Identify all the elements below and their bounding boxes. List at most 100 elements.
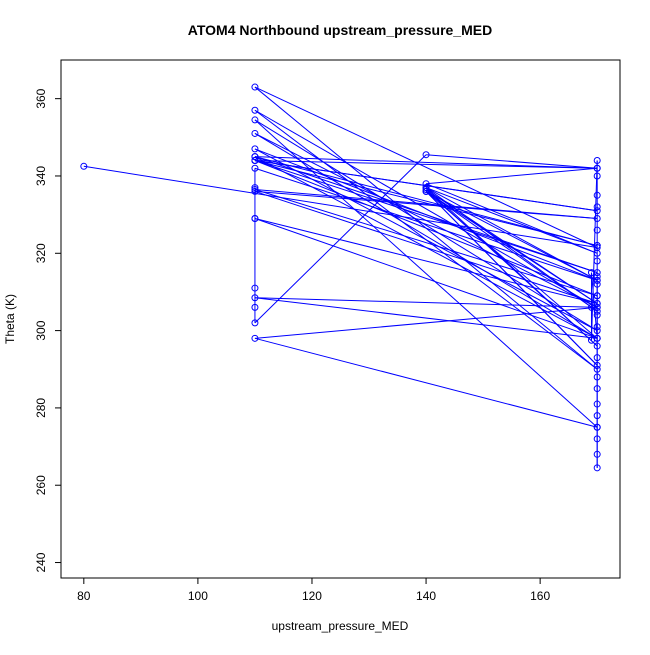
series-points — [80, 83, 601, 472]
series-segment — [254, 297, 598, 308]
x-tick-label: 80 — [77, 589, 91, 603]
data-point — [593, 435, 601, 443]
data-point — [251, 184, 259, 192]
data-point — [593, 300, 601, 308]
data-point — [593, 242, 601, 250]
series-segment — [425, 191, 598, 339]
series-segment — [254, 148, 598, 281]
data-point — [593, 385, 601, 393]
y-axis: 240 260 280 300 320 340 360 — [34, 88, 61, 573]
data-point — [593, 373, 601, 381]
data-point — [251, 214, 259, 222]
data-point — [593, 342, 601, 350]
data-point — [587, 303, 595, 311]
data-point — [593, 257, 601, 265]
series-segment — [425, 190, 598, 281]
y-tick-label: 360 — [34, 88, 48, 108]
series-segment — [426, 167, 598, 185]
y-tick-label: 260 — [34, 475, 48, 495]
data-point — [593, 400, 601, 408]
series-segment — [254, 119, 598, 332]
data-point — [251, 186, 259, 193]
data-point — [593, 311, 601, 319]
data-point — [593, 280, 601, 288]
y-axis-label: Theta (K) — [3, 294, 17, 344]
series-segment — [254, 156, 598, 169]
data-point — [251, 187, 259, 195]
data-point — [593, 272, 601, 280]
data-point — [593, 354, 601, 362]
data-point — [251, 129, 259, 137]
data-point — [593, 172, 601, 180]
data-point — [593, 365, 601, 373]
data-point — [422, 151, 430, 159]
data-point — [593, 207, 601, 215]
series-segment — [254, 133, 598, 308]
data-point — [593, 214, 601, 222]
x-tick-label: 160 — [530, 589, 550, 603]
data-point — [593, 412, 601, 420]
data-point — [593, 323, 601, 331]
series-segment — [254, 297, 598, 339]
data-point — [593, 361, 601, 369]
data-point — [251, 303, 259, 311]
x-axis-label: upstream_pressure_MED — [272, 619, 409, 633]
series-segment — [254, 160, 598, 274]
data-point — [593, 423, 601, 431]
data-point — [593, 292, 601, 300]
data-point — [593, 450, 601, 458]
data-point — [251, 153, 259, 161]
data-point — [587, 269, 595, 277]
data-point — [251, 145, 259, 153]
series-segment — [254, 189, 598, 297]
y-tick-label: 240 — [34, 552, 48, 572]
data-point — [593, 307, 601, 315]
series-segment — [254, 148, 598, 332]
y-tick-label: 280 — [34, 398, 48, 418]
x-tick-label: 100 — [188, 589, 208, 603]
series-segment — [254, 167, 598, 281]
series-segment — [254, 160, 598, 297]
data-point — [593, 226, 601, 234]
series-segment — [254, 109, 598, 308]
series-segment — [254, 86, 598, 248]
series-segment — [426, 154, 598, 169]
data-point — [251, 157, 259, 165]
series-segment — [425, 187, 598, 254]
data-point — [593, 249, 601, 257]
series-segment — [254, 337, 598, 428]
x-axis: 80 100 120 140 160 — [77, 578, 550, 603]
series-segment — [425, 187, 598, 281]
chart-title: ATOM4 Northbound upstream_pressure_MED — [188, 22, 492, 38]
series-lines — [83, 86, 598, 468]
series-segment — [254, 306, 598, 339]
x-tick-label: 140 — [416, 589, 436, 603]
series-segment — [425, 191, 598, 312]
data-point — [422, 186, 430, 193]
y-tick-label: 300 — [34, 320, 48, 340]
data-point — [251, 116, 259, 124]
data-point — [251, 284, 259, 292]
plot-frame — [60, 59, 621, 579]
x-tick-label: 120 — [302, 589, 322, 603]
data-point — [251, 334, 259, 342]
data-point — [422, 187, 430, 195]
data-point — [251, 319, 259, 327]
data-point — [587, 336, 595, 344]
data-point — [593, 203, 601, 211]
data-point — [251, 83, 259, 91]
data-point — [251, 294, 259, 302]
y-tick-label: 340 — [34, 166, 48, 186]
series-segment — [425, 191, 598, 304]
data-point — [593, 327, 601, 335]
series-segment — [254, 154, 427, 324]
series-segment — [254, 190, 598, 219]
data-point — [251, 164, 259, 172]
data-point — [593, 464, 601, 472]
series-segment — [254, 160, 598, 169]
series-segment — [254, 190, 598, 305]
series-segment — [425, 191, 598, 366]
series-segment — [425, 187, 598, 312]
